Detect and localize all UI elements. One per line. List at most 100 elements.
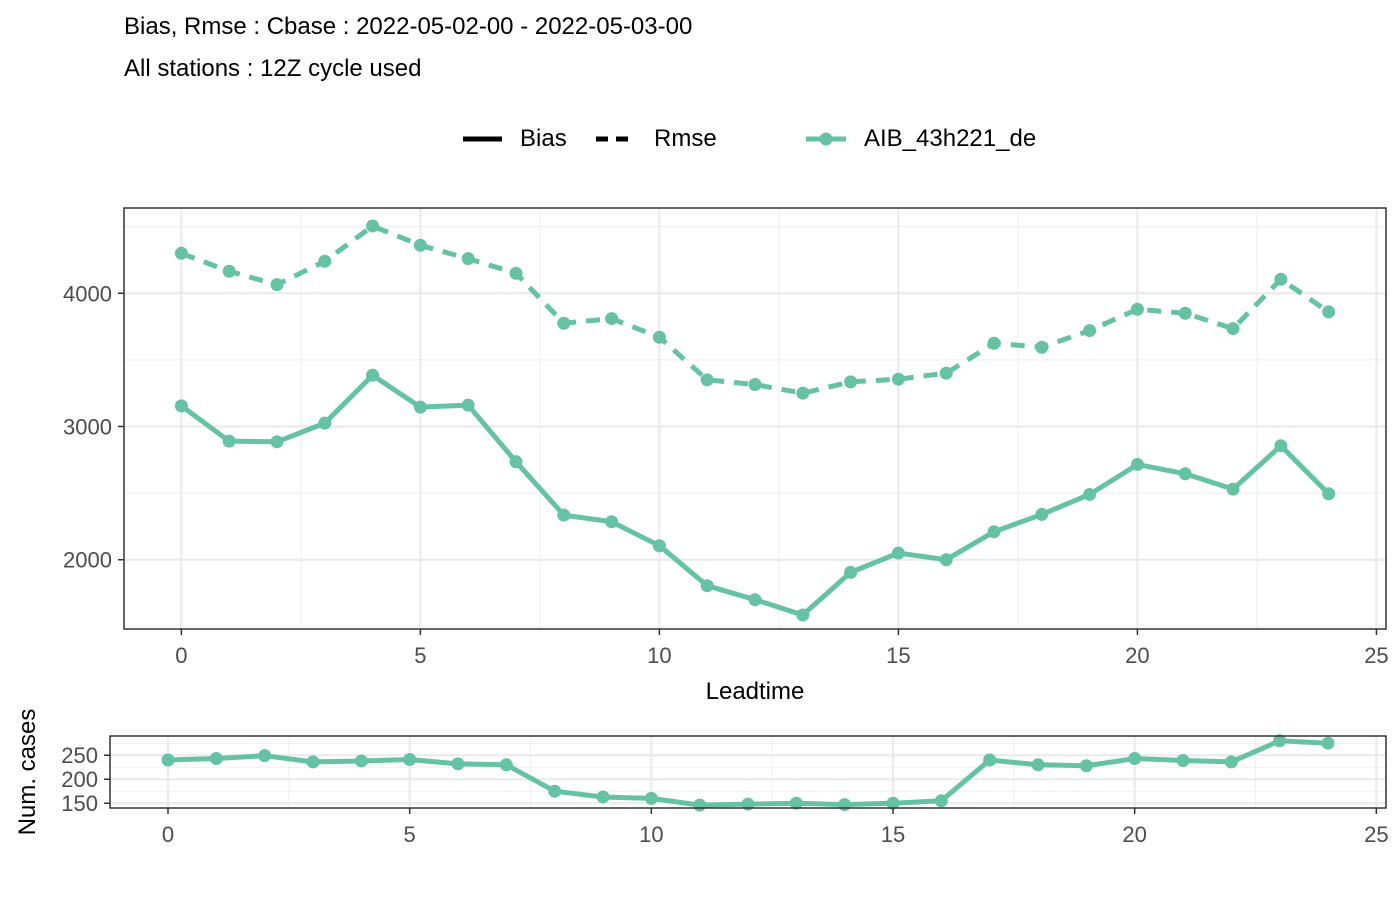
data-point [174, 246, 188, 260]
data-point [1224, 755, 1238, 769]
data-point [844, 565, 858, 579]
data-point [596, 790, 610, 804]
x-tick-label: 15 [881, 822, 905, 847]
data-point [700, 579, 714, 593]
x-tick-label: 20 [1122, 822, 1146, 847]
x-tick-label: 5 [414, 643, 426, 668]
data-point [700, 373, 714, 387]
data-point [1274, 439, 1288, 453]
data-point [605, 312, 619, 326]
data-point [693, 798, 707, 812]
data-point [306, 755, 320, 769]
y-tick-label: 3000 [63, 414, 112, 439]
data-point [258, 749, 272, 763]
data-point [1322, 305, 1336, 319]
main-plot-panel: 0 5 10 15 20 25 2000 3000 4000 Leadtime [63, 207, 1389, 705]
data-point [366, 368, 380, 382]
data-point [748, 593, 762, 607]
data-point [652, 539, 666, 553]
x-tick-label: 15 [886, 643, 910, 668]
data-point [1083, 324, 1097, 338]
data-point [270, 435, 284, 449]
data-point [222, 264, 236, 278]
chart-subtitle: All stations : 12Z cycle used [124, 55, 421, 82]
x-axis-title: Leadtime [706, 678, 805, 705]
data-point [161, 753, 175, 767]
data-point [1035, 340, 1049, 354]
data-point [222, 434, 236, 448]
legend-rmse-label: Rmse [654, 125, 717, 152]
data-point [403, 753, 417, 767]
x-tick-label: 10 [647, 643, 671, 668]
data-point [1176, 753, 1190, 767]
data-point [461, 252, 475, 266]
data-point [1031, 758, 1045, 772]
data-point [939, 366, 953, 380]
plot-background [124, 208, 1386, 629]
legend-series-marker [819, 132, 833, 146]
x-tick-label: 5 [404, 822, 416, 847]
data-point [838, 798, 852, 812]
x-tick-label: 25 [1364, 822, 1388, 847]
x-tick-label: 0 [175, 643, 187, 668]
data-point [1083, 487, 1097, 501]
x-tick-label: 20 [1125, 643, 1149, 668]
y-tick-label: 150 [61, 791, 98, 816]
data-point [1226, 482, 1240, 496]
data-point [891, 372, 905, 386]
y-tick-label: 250 [61, 743, 98, 768]
panel-border [109, 735, 1387, 809]
plot-background [110, 736, 1386, 808]
data-point [413, 400, 427, 414]
data-point [413, 238, 427, 252]
data-point [844, 375, 858, 389]
data-point [605, 515, 619, 529]
x-tick-label: 0 [162, 822, 174, 847]
data-point [886, 796, 900, 810]
data-point [209, 752, 223, 766]
data-point [796, 608, 810, 622]
data-point [939, 553, 953, 567]
data-point [987, 336, 1001, 350]
data-point [1130, 302, 1144, 316]
data-point [1321, 736, 1335, 750]
data-point [1128, 752, 1142, 766]
data-point [1322, 487, 1336, 501]
data-point [1130, 457, 1144, 471]
data-point [796, 386, 810, 400]
data-point [451, 757, 465, 771]
y-axis-title: Num. cases [14, 709, 41, 836]
legend-series-label: AIB_43h221_de [864, 125, 1036, 152]
data-point [499, 758, 513, 772]
data-point [1226, 322, 1240, 336]
data-point [318, 254, 332, 268]
data-point [1274, 272, 1288, 286]
legend: Bias Rmse AIB_43h221_de [463, 125, 1036, 152]
data-point [557, 508, 571, 522]
data-point [652, 330, 666, 344]
data-point [509, 455, 523, 469]
data-point [789, 796, 803, 810]
data-point [748, 378, 762, 392]
y-tick-label: 2000 [63, 548, 112, 573]
y-tick-label: 4000 [63, 281, 112, 306]
data-point [270, 278, 284, 292]
data-point [1178, 467, 1192, 481]
y-tick-label: 200 [61, 767, 98, 792]
data-point [354, 754, 368, 768]
data-point [934, 794, 948, 808]
data-point [174, 399, 188, 413]
data-point [509, 266, 523, 280]
chart-title: Bias, Rmse : Cbase : 2022-05-02-00 - 202… [124, 13, 692, 40]
legend-bias-label: Bias [520, 125, 567, 152]
data-point [891, 546, 905, 560]
x-tick-label: 10 [639, 822, 663, 847]
data-point [1079, 759, 1093, 773]
data-point [987, 525, 1001, 539]
data-point [1178, 306, 1192, 320]
data-point [366, 219, 380, 233]
panel-border [123, 207, 1387, 630]
x-tick-label: 25 [1364, 643, 1388, 668]
